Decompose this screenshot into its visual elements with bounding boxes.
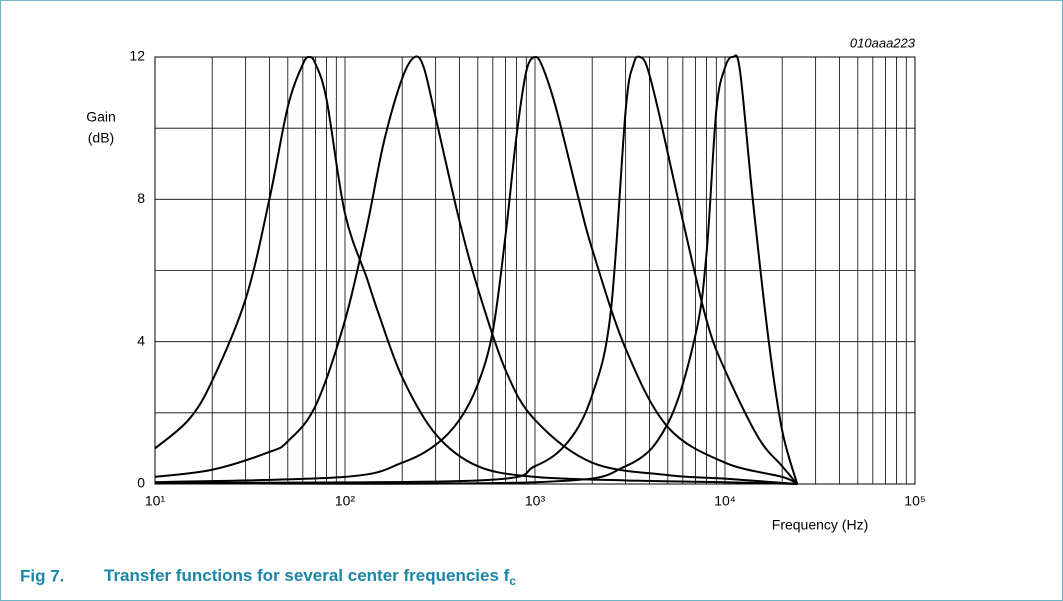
figure-id: 010aaa223: [850, 35, 916, 50]
curve: [154, 55, 799, 485]
caption-label: Fig 7.: [20, 566, 64, 585]
curve: [154, 54, 799, 485]
curve: [154, 55, 798, 485]
plot-frame: [154, 56, 916, 485]
x-tick-label: 10⁵: [904, 493, 925, 509]
curve: [154, 55, 798, 485]
y-tick-label: 12: [129, 48, 145, 64]
caption: Transfer functions for several center fr…: [104, 566, 516, 588]
x-tick-label: 10³: [525, 493, 546, 509]
x-axis-label: Frequency (Hz): [772, 517, 868, 533]
y-tick-label: 4: [137, 332, 145, 348]
y-axis-label: Gain: [86, 109, 116, 125]
x-tick-label: 10²: [335, 493, 356, 509]
caption-subscript: c: [509, 574, 516, 588]
caption-text: Transfer functions for several center fr…: [104, 566, 510, 585]
x-tick-label: 10⁴: [714, 493, 736, 509]
y-axis-label: (dB): [88, 130, 114, 146]
curve: [154, 55, 798, 485]
y-tick-label: 0: [137, 475, 145, 491]
x-tick-label: 10¹: [145, 493, 166, 509]
y-tick-label: 8: [137, 190, 145, 206]
